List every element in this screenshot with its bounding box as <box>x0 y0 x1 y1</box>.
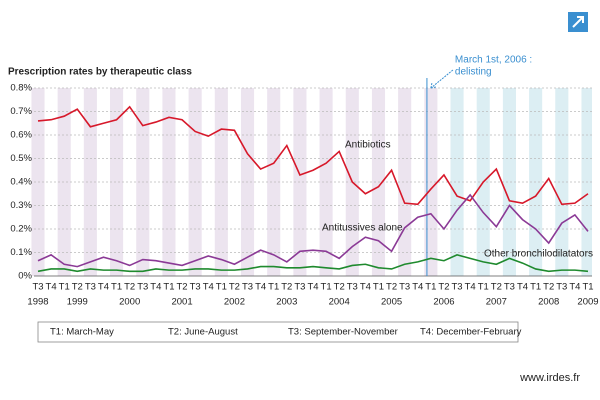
x-tick-label: T4 <box>360 282 371 293</box>
y-tick-label: 0.1% <box>10 247 32 258</box>
x-tick-label: T1 <box>530 282 541 293</box>
x-tick-label: T3 <box>32 282 43 293</box>
band <box>398 88 412 276</box>
x-tick-label: T1 <box>478 282 489 293</box>
year-label: 2005 <box>381 297 402 308</box>
y-tick-label: 0.2% <box>10 224 32 235</box>
x-tick-label: T3 <box>347 282 358 293</box>
band <box>450 88 464 276</box>
year-label: 2004 <box>329 297 350 308</box>
x-tick-label: T2 <box>124 282 135 293</box>
x-tick-label: T4 <box>465 282 476 293</box>
series-label: Other bronchilodilatators <box>484 249 593 260</box>
x-tick-label: T4 <box>569 282 580 293</box>
y-tick-label: 0.7% <box>10 106 32 117</box>
x-tick-label: T2 <box>334 282 345 293</box>
x-tick-label: T3 <box>399 282 410 293</box>
band <box>162 88 176 276</box>
x-tick-label: T1 <box>163 282 174 293</box>
series-label: Antitussives alone <box>322 223 403 234</box>
y-tick-label: 0.6% <box>10 130 32 141</box>
x-tick-label: T1 <box>373 282 384 293</box>
x-tick-label: T1 <box>59 282 70 293</box>
x-tick-label: T1 <box>111 282 122 293</box>
year-label: 2008 <box>538 297 559 308</box>
y-tick-label: 0.8% <box>10 83 32 94</box>
x-tick-label: T3 <box>556 282 567 293</box>
x-tick-label: T3 <box>294 282 305 293</box>
x-tick-label: T4 <box>307 282 318 293</box>
y-tick-label: 0.4% <box>10 177 32 188</box>
chart-title: Prescription rates by therapeutic class <box>8 67 192 78</box>
source: www.irdes.fr <box>519 372 580 384</box>
corner-icon <box>568 12 588 32</box>
x-tick-label: T1 <box>268 282 279 293</box>
x-tick-label: T4 <box>150 282 161 293</box>
year-label: 2009 <box>577 297 598 308</box>
x-tick-label: T1 <box>216 282 227 293</box>
y-tick-label: 0.5% <box>10 153 32 164</box>
x-tick-label: T4 <box>46 282 57 293</box>
annotation: delisting <box>455 67 492 78</box>
x-tick-label: T4 <box>412 282 423 293</box>
quarter-legend: T1: March-May <box>50 327 114 338</box>
y-tick-label: 0% <box>18 271 32 282</box>
x-tick-label: T4 <box>98 282 109 293</box>
year-label: 2007 <box>486 297 507 308</box>
x-tick-label: T2 <box>543 282 554 293</box>
x-tick-label: T3 <box>137 282 148 293</box>
plot: 0% 0.1% 0.2% 0.3% 0.4% 0.5% 0.6% 0.7% 0.8% T3 1998… <box>10 55 598 308</box>
year-label: 1998 <box>27 297 48 308</box>
quarter-legend-box <box>37 321 519 343</box>
series-line <box>37 193 589 268</box>
year-label: 2001 <box>171 297 192 308</box>
x-tick-label: T1 <box>582 282 593 293</box>
x-tick-label: T3 <box>452 282 463 293</box>
series-line <box>37 254 589 273</box>
x-tick-label: T2 <box>491 282 502 293</box>
year-label: 2000 <box>119 297 140 308</box>
quarter-legend: T3: September-November <box>288 327 398 338</box>
x-tick-label: T3 <box>85 282 96 293</box>
year-label: 2002 <box>224 297 245 308</box>
x-tick-label: T3 <box>504 282 515 293</box>
quarter-legend: T2: June-August <box>168 327 238 338</box>
year-label: 2006 <box>433 297 454 308</box>
year-label: 1999 <box>67 297 88 308</box>
series-label: Antibiotics <box>345 140 391 151</box>
x-tick-label: T1 <box>321 282 332 293</box>
x-tick-label: T3 <box>242 282 253 293</box>
quarter-legend: T4: December-February <box>420 327 522 338</box>
year-label: 2003 <box>276 297 297 308</box>
x-tick-label: T2 <box>229 282 240 293</box>
x-tick-label: T1 <box>425 282 436 293</box>
series-line <box>37 105 589 206</box>
x-tick-label: T2 <box>386 282 397 293</box>
band <box>214 88 228 276</box>
x-tick-label: T2 <box>281 282 292 293</box>
x-tick-label: T4 <box>255 282 266 293</box>
x-tick-label: T4 <box>517 282 528 293</box>
annotation-arrow <box>430 69 454 89</box>
annotation: March 1st, 2006 : <box>455 55 532 66</box>
x-tick-label: T2 <box>72 282 83 293</box>
x-tick-label: T4 <box>203 282 214 293</box>
x-tick-label: T2 <box>438 282 449 293</box>
x-tick-label: T3 <box>190 282 201 293</box>
y-tick-label: 0.3% <box>10 200 32 211</box>
x-tick-label: T2 <box>177 282 188 293</box>
